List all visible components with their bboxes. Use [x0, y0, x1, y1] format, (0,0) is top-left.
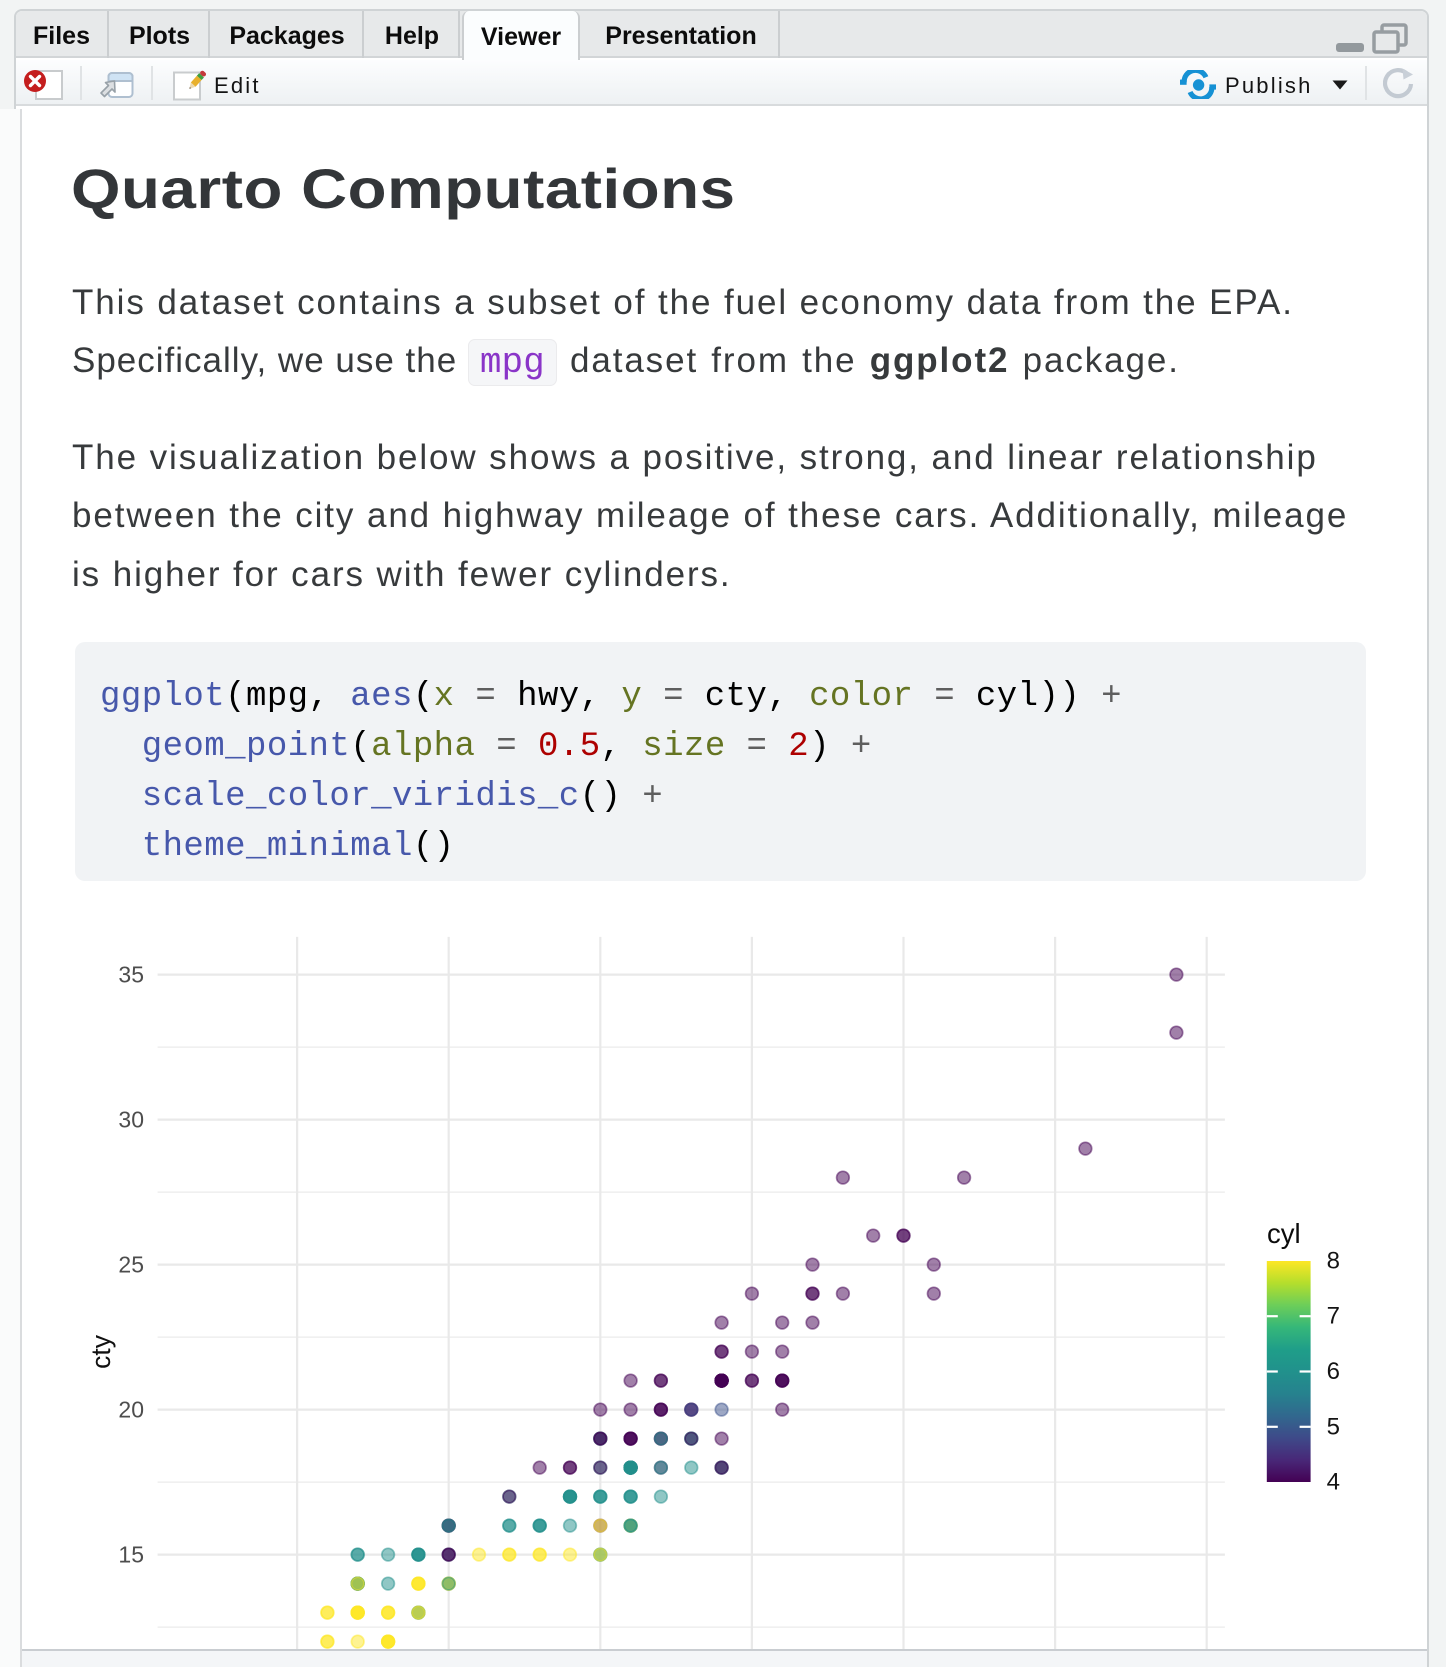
svg-text:cty: cty: [86, 1334, 116, 1369]
svg-text:20: 20: [118, 1397, 144, 1423]
svg-text:4: 4: [1327, 1469, 1340, 1496]
svg-text:5: 5: [1327, 1413, 1340, 1440]
svg-text:7: 7: [1327, 1303, 1340, 1330]
svg-text:30: 30: [118, 1107, 144, 1133]
svg-text:6: 6: [1327, 1358, 1340, 1385]
svg-text:8: 8: [1327, 1248, 1340, 1275]
svg-text:15: 15: [118, 1542, 144, 1568]
svg-text:25: 25: [118, 1252, 144, 1278]
svg-text:35: 35: [118, 962, 144, 988]
svg-text:cyl: cyl: [1267, 1218, 1301, 1249]
